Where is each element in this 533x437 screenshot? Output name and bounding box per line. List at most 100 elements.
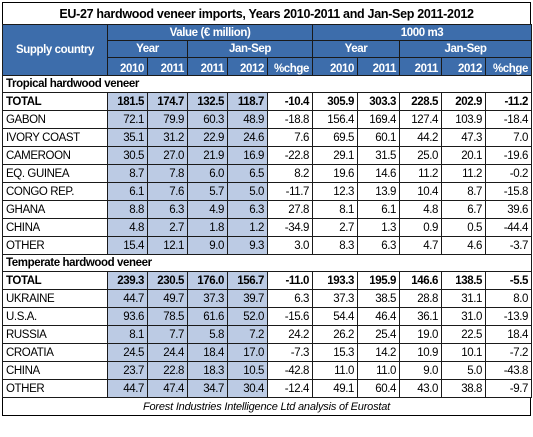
value-cell: -11.7 [266,182,314,201]
table-row: U.S.A. 93.6 78.5 61.6 52.0 -15.6 54.4 46.4 36.1 3… [2,307,533,326]
value-cell: 17.0 [227,343,268,362]
value-cell: 6.1 [107,182,148,201]
country-cell: U.S.A. [2,307,108,326]
volume-cell: 60.1 [357,128,401,147]
value-cell: 118.7 [227,92,268,111]
value-cell: 18.3 [187,361,228,380]
volume-cell: 36.1 [399,307,443,326]
volume-cell: 202.9 [441,92,487,111]
value-cell: 6.5 [227,164,268,183]
column-header: %chge [266,57,314,76]
value-cell: 9.0 [187,236,228,255]
value-cell: -18.8 [266,110,314,129]
table-row: OTHER 44.7 47.4 34.7 30.4 -12.4 49.1 60.4 43.0 38… [2,379,533,398]
volume-cell: -9.7 [485,379,533,398]
value-cell: 49.7 [147,289,188,308]
value-cell: 10.5 [227,361,268,380]
value-cell: 72.1 [107,110,148,129]
volume-cell: 14.6 [357,164,401,183]
value-cell: -34.9 [266,218,314,237]
value-cell: 35.1 [107,128,148,147]
volume-cell: 303.3 [357,92,401,111]
volume-cell: -19.6 [485,146,533,165]
value-cell: 7.6 [147,182,188,201]
volume-cell: 43.0 [399,379,443,398]
column-header: 2011 [399,57,443,76]
country-cell: UKRAINE [2,289,108,308]
total-row: TOTAL 181.5 174.7 132.5 118.7 -10.4 305.9 303.3… [2,92,533,111]
value-cell: 8.8 [107,200,148,219]
value-cell: 52.0 [227,307,268,326]
volume-cell: 6.3 [357,236,401,255]
value-cell: 8.7 [107,164,148,183]
section-heading: Tropical hardwood veneer [1,75,533,93]
header-value-jan-sep: Jan-Sep [186,40,314,58]
value-cell: 6.3 [266,289,314,308]
table-row: RUSSIA 8.1 7.7 5.8 7.2 24.2 26.2 25.4 19.0 22.5 18… [2,325,533,344]
value-cell: -11.0 [266,271,314,290]
volume-cell: 22.5 [441,325,487,344]
country-cell: CONGO REP. [2,182,108,201]
header-value-year: Year [107,40,188,58]
country-cell: OTHER [2,379,108,398]
volume-cell: 28.8 [399,289,443,308]
country-cell: CHINA [2,361,108,380]
table-row: CHINA 23.7 22.8 18.3 10.5 -42.8 11.0 11.0 9.0 5.0… [2,361,533,380]
volume-cell: 6.7 [441,200,487,219]
volume-cell: 18.4 [485,325,533,344]
table-row: GHANA 8.8 6.3 4.9 6.3 27.8 8.1 6.1 4.8 6.7 39.6 [2,200,533,219]
volume-cell: 25.0 [399,146,443,165]
value-cell: -42.8 [266,361,314,380]
column-header: 2011 [147,57,188,76]
volume-cell: 195.9 [357,271,401,290]
volume-cell: 9.0 [399,361,443,380]
volume-cell: 11.0 [357,361,401,380]
volume-cell: 0.5 [441,218,487,237]
value-cell: 37.3 [187,289,228,308]
value-cell: 23.7 [107,361,148,380]
value-cell: 24.6 [227,128,268,147]
volume-cell: 39.6 [485,200,533,219]
value-cell: 24.5 [107,343,148,362]
column-header: 2011 [187,57,228,76]
value-cell: 8.1 [107,325,148,344]
value-cell: 22.9 [187,128,228,147]
country-cell: EQ. GUINEA [2,164,108,183]
value-cell: 174.7 [147,92,188,111]
value-cell: 16.9 [227,146,268,165]
header-volume-year: Year [312,40,401,58]
volume-cell: 38.8 [441,379,487,398]
table-row: CAMEROON 30.5 27.0 21.9 16.9 -22.8 29.1 31.5 25.… [2,146,533,165]
table-row: UKRAINE 44.7 49.7 37.3 39.7 6.3 37.3 38.5 28.8 31… [2,289,533,308]
volume-cell: 5.0 [441,361,487,380]
value-cell: 9.3 [227,236,268,255]
volume-cell: 14.2 [357,343,401,362]
volume-cell: -3.7 [485,236,533,255]
value-cell: 6.3 [227,200,268,219]
table-row: IVORY COAST 35.1 31.2 22.9 24.6 7.6 69.5 60.1 44… [2,128,533,147]
volume-cell: 8.1 [312,200,359,219]
volume-cell: 7.0 [485,128,533,147]
country-cell: TOTAL [2,92,108,111]
value-cell: 7.2 [227,325,268,344]
value-cell: -15.6 [266,307,314,326]
value-cell: 93.6 [107,307,148,326]
value-cell: 34.7 [187,379,228,398]
value-cell: 176.0 [187,271,228,290]
value-cell: 27.8 [266,200,314,219]
column-header: 2012 [441,57,487,76]
value-cell: 1.8 [187,218,228,237]
value-cell: 79.9 [147,110,188,129]
volume-cell: 25.4 [357,325,401,344]
value-cell: 7.8 [147,164,188,183]
volume-cell: 8.3 [312,236,359,255]
volume-cell: -11.2 [485,92,533,111]
value-cell: 3.0 [266,236,314,255]
table-row: GABON 72.1 79.9 60.3 48.9 -18.8 156.4 169.4 127.… [2,110,533,129]
value-cell: -22.8 [266,146,314,165]
table-row: CHINA 4.8 2.7 1.8 1.2 -34.9 2.7 1.3 0.9 0.5 -44.4 [2,218,533,237]
volume-cell: -13.9 [485,307,533,326]
column-header: 2012 [227,57,268,76]
value-cell: 60.3 [187,110,228,129]
